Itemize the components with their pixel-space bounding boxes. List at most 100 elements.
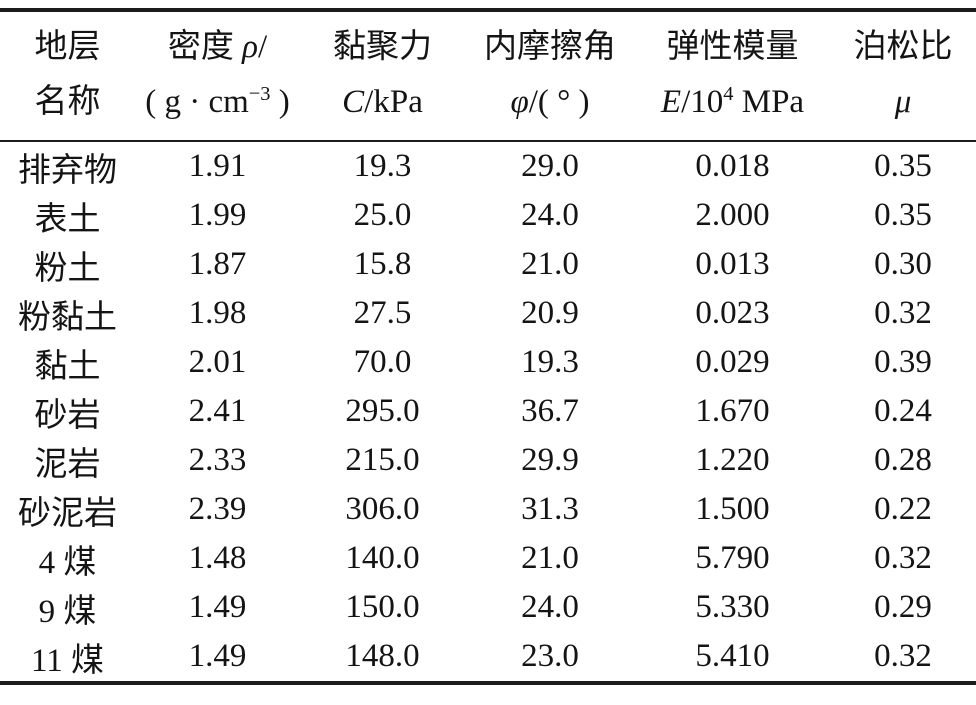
value-cell: 2.000: [695, 197, 770, 233]
stratum-name-cell: 排弃物: [18, 152, 117, 189]
column-header-density: 密度 ρ/ ( g · cm−3 ): [135, 10, 300, 141]
table-header-row: 地层 名称 密度 ρ/( g · cm−3 ) 黏聚力 C/kPa 内摩擦角 φ/( ° )…: [0, 10, 976, 141]
value-cell: 1.670: [695, 393, 770, 429]
value-cell: 1.500: [695, 491, 770, 527]
table-row: 黏土 2.01 70.0 19.3 0.029 0.39: [0, 338, 976, 387]
table-row: 砂泥岩 2.39 306.0 31.3 1.500 0.22: [0, 485, 976, 534]
table-row: 砂岩 2.41 295.0 36.7 1.670 0.24: [0, 387, 976, 436]
value-cell: 295.0: [345, 393, 420, 429]
column-header-line: φ/( ° ): [510, 84, 590, 120]
column-header-stratum-name: 地层 名称: [0, 10, 135, 141]
column-header-cohesion: 黏聚力 C/kPa: [300, 10, 465, 141]
table-row: 11 煤 1.49 148.0 23.0 5.410 0.32: [0, 632, 976, 683]
value-cell: 70.0: [353, 344, 412, 380]
table-row: 4 煤 1.48 140.0 21.0 5.790 0.32: [0, 534, 976, 583]
value-cell: 1.220: [695, 442, 770, 478]
value-cell: 0.32: [874, 540, 932, 576]
value-cell: 24.0: [521, 589, 579, 625]
stratum-name-cell: 黏土: [34, 348, 101, 385]
table-row: 排弃物 1.91 19.3 29.0 0.018 0.35: [0, 141, 976, 191]
value-cell: 1.91: [188, 148, 247, 184]
table-row: 9 煤 1.49 150.0 24.0 5.330 0.29: [0, 583, 976, 632]
value-cell: 0.32: [874, 638, 932, 674]
value-cell: 0.35: [874, 197, 932, 233]
value-cell: 25.0: [353, 197, 412, 233]
value-cell: 150.0: [345, 589, 420, 625]
column-header-line: C/kPa: [342, 84, 423, 120]
value-cell: 0.24: [874, 393, 932, 429]
value-cell: 2.33: [188, 442, 247, 478]
value-cell: 19.3: [521, 344, 579, 380]
value-cell: 1.98: [188, 295, 247, 331]
value-cell: 2.39: [188, 491, 247, 527]
value-cell: 0.35: [874, 148, 932, 184]
value-cell: 1.49: [188, 638, 247, 674]
value-cell: 0.30: [874, 246, 932, 282]
value-cell: 5.330: [695, 589, 770, 625]
table-row: 泥岩 2.33 215.0 29.9 1.220 0.28: [0, 436, 976, 485]
value-cell: 27.5: [353, 295, 412, 331]
column-header-line: ( g · cm−3 ): [145, 83, 290, 120]
rock-soil-properties-table: 地层 名称 密度 ρ/( g · cm−3 ) 黏聚力 C/kPa 内摩擦角 φ/( ° )…: [0, 8, 976, 685]
column-header-line: 黏聚力: [333, 29, 432, 65]
value-cell: 2.01: [188, 344, 247, 380]
value-cell: 5.790: [695, 540, 770, 576]
value-cell: 1.49: [188, 589, 247, 625]
value-cell: 1.87: [188, 246, 247, 282]
column-header-line: μ: [894, 84, 912, 120]
value-cell: 21.0: [521, 540, 579, 576]
stratum-name-cell: 粉黏土: [18, 299, 117, 336]
value-cell: 0.029: [695, 344, 770, 380]
value-cell: 1.99: [188, 197, 247, 233]
stratum-name-cell: 4 煤: [38, 544, 97, 581]
column-header-line: 名称: [34, 84, 101, 120]
stratum-name-cell: 表土: [34, 201, 101, 238]
value-cell: 0.28: [874, 442, 932, 478]
paper-table-region: 地层 名称 密度 ρ/( g · cm−3 ) 黏聚力 C/kPa 内摩擦角 φ/( ° )…: [0, 8, 976, 705]
stratum-name-cell: 砂泥岩: [18, 495, 117, 532]
value-cell: 0.023: [695, 295, 770, 331]
stratum-name-cell: 泥岩: [34, 446, 101, 483]
value-cell: 0.39: [874, 344, 932, 380]
value-cell: 140.0: [345, 540, 420, 576]
value-cell: 29.9: [521, 442, 579, 478]
value-cell: 19.3: [353, 148, 412, 184]
value-cell: 1.48: [188, 540, 247, 576]
value-cell: 215.0: [345, 442, 420, 478]
stratum-name-cell: 11 煤: [30, 642, 105, 679]
table-row: 粉土 1.87 15.8 21.0 0.013 0.30: [0, 240, 976, 289]
value-cell: 0.018: [695, 148, 770, 184]
column-header-line: 泊松比: [853, 29, 953, 65]
column-header-friction-angle: 内摩擦角 φ/( ° ): [465, 10, 635, 141]
stratum-name-cell: 砂岩: [34, 397, 101, 434]
column-header-line: 密度 ρ/: [167, 29, 268, 65]
value-cell: 0.32: [874, 295, 932, 331]
value-cell: 5.410: [695, 638, 770, 674]
stratum-name-cell: 粉土: [34, 250, 101, 287]
table-body: 排弃物 1.91 19.3 29.0 0.018 0.35 表土 1.99 25.0 24.0 2.…: [0, 141, 976, 683]
column-header-poisson-ratio: 泊松比 μ: [830, 10, 976, 141]
value-cell: 31.3: [521, 491, 579, 527]
value-cell: 0.22: [874, 491, 932, 527]
value-cell: 15.8: [353, 246, 412, 282]
column-header-line: 弹性模量: [666, 29, 799, 65]
column-header-line: E/104 MPa: [660, 83, 805, 120]
table-row: 表土 1.99 25.0 24.0 2.000 0.35: [0, 191, 976, 240]
value-cell: 20.9: [521, 295, 579, 331]
value-cell: 21.0: [521, 246, 579, 282]
value-cell: 306.0: [345, 491, 420, 527]
column-header-line: 地层: [34, 29, 101, 65]
value-cell: 0.29: [874, 589, 932, 625]
value-cell: 148.0: [345, 638, 420, 674]
column-header-elastic-modulus: 弹性模量 E/104 MPa: [635, 10, 830, 141]
column-header-line: 内摩擦角: [484, 29, 616, 65]
value-cell: 0.013: [695, 246, 770, 282]
stratum-name-cell: 9 煤: [38, 593, 97, 630]
value-cell: 24.0: [521, 197, 579, 233]
value-cell: 36.7: [521, 393, 579, 429]
value-cell: 23.0: [521, 638, 579, 674]
table-header: 地层 名称 密度 ρ/( g · cm−3 ) 黏聚力 C/kPa 内摩擦角 φ/( ° )…: [0, 10, 976, 141]
value-cell: 2.41: [188, 393, 247, 429]
value-cell: 29.0: [521, 148, 579, 184]
table-row: 粉黏土 1.98 27.5 20.9 0.023 0.32: [0, 289, 976, 338]
